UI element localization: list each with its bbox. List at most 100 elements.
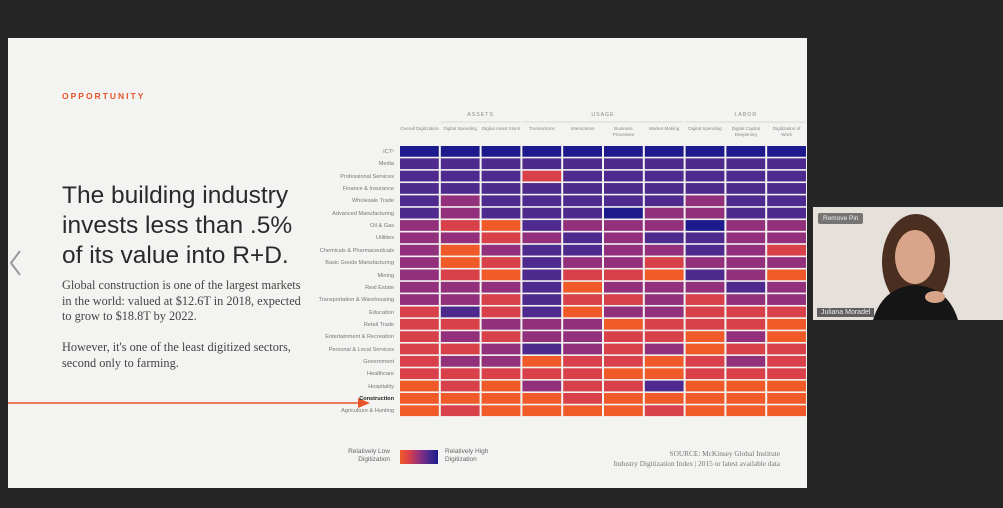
- cell: [767, 306, 806, 318]
- cell: [726, 306, 766, 318]
- cell: [522, 195, 562, 207]
- cell: [685, 220, 725, 231]
- cell: [644, 158, 684, 170]
- cell: [563, 318, 602, 330]
- cell: [604, 220, 643, 231]
- cell: [440, 146, 480, 157]
- cell: [563, 343, 602, 355]
- cell: [522, 331, 562, 342]
- row-label: Government: [363, 358, 394, 365]
- cell: [604, 380, 643, 392]
- cell: [604, 294, 643, 305]
- source-line: Industry Digitization Index | 2015 or la…: [613, 459, 780, 468]
- cell: [522, 306, 562, 318]
- cell: [563, 195, 602, 207]
- row-label: Media: [378, 161, 394, 168]
- cell: [685, 207, 725, 219]
- cell: [563, 220, 602, 231]
- cell: [440, 331, 480, 342]
- cell: [400, 146, 439, 157]
- cell: [644, 343, 684, 355]
- cell: [644, 195, 684, 207]
- cell: [481, 257, 521, 268]
- kicker: OPPORTUNITY: [62, 91, 146, 101]
- cell: [726, 244, 766, 256]
- video-tile[interactable]: Remove Pin Juliana Moradel: [813, 207, 1003, 320]
- cell: [604, 195, 643, 207]
- cell: [685, 195, 725, 207]
- cell: [481, 183, 521, 194]
- cell: [400, 355, 439, 367]
- cell: [563, 281, 602, 293]
- row-label: Real Estate: [365, 284, 394, 291]
- cell: [440, 257, 480, 268]
- cell: [563, 294, 602, 305]
- legend-low: Relatively Low Digitization: [348, 448, 390, 463]
- cell: [767, 158, 806, 170]
- cell: [563, 306, 602, 318]
- cell: [522, 257, 562, 268]
- column-headers: Overall Digitization Digital Spending Digi…: [8, 38, 807, 148]
- cell: [481, 269, 521, 281]
- cell: [440, 306, 480, 318]
- cell: [726, 281, 766, 293]
- cell: [481, 405, 521, 417]
- row-label: Finance & Insurance: [342, 186, 394, 193]
- cell: [522, 207, 562, 219]
- cell: [644, 257, 684, 268]
- cell: [563, 405, 602, 417]
- cell: [767, 405, 806, 417]
- pin-button[interactable]: Remove Pin: [818, 213, 864, 224]
- cell: [522, 269, 562, 281]
- cell: [400, 195, 439, 207]
- cell: [522, 368, 562, 380]
- cell: [440, 294, 480, 305]
- cell: [604, 183, 643, 194]
- cell: [604, 281, 643, 293]
- cell: [481, 368, 521, 380]
- legend-bar: [400, 450, 438, 464]
- row-labels: ICT¹ Media Professional Services Finance & …: [208, 38, 394, 488]
- cell: [767, 281, 806, 293]
- cell: [440, 195, 480, 207]
- cell: [563, 207, 602, 219]
- cell: [767, 232, 806, 244]
- cell: [400, 269, 439, 281]
- cell: [563, 170, 602, 182]
- row-label: Healthcare: [366, 371, 394, 378]
- cell: [563, 331, 602, 342]
- cell: [644, 355, 684, 367]
- cell: [726, 343, 766, 355]
- cell: [400, 331, 439, 342]
- cell: [522, 232, 562, 244]
- cell: [522, 405, 562, 417]
- column-label: Digital Capital Deepening: [731, 126, 760, 137]
- prev-arrow[interactable]: [6, 248, 26, 278]
- cell: [644, 294, 684, 305]
- cell: [440, 244, 480, 256]
- cell: [481, 281, 521, 293]
- cell: [604, 170, 643, 182]
- row-label: Education: [369, 309, 394, 316]
- source: SOURCE: McKinsey Global Institute Indust…: [528, 449, 780, 469]
- cell: [685, 393, 725, 404]
- cell: [563, 146, 602, 157]
- cell: [604, 343, 643, 355]
- cell: [440, 405, 480, 417]
- cell: [685, 380, 725, 392]
- cell: [726, 380, 766, 392]
- cell: [522, 183, 562, 194]
- cell: [685, 306, 725, 318]
- cell: [767, 355, 806, 367]
- cell: [563, 269, 602, 281]
- cell: [481, 393, 521, 404]
- cell: [440, 158, 480, 170]
- cell: [604, 355, 643, 367]
- cell: [440, 232, 480, 244]
- row-label: Agriculture & Hunting: [341, 408, 394, 415]
- cell: [400, 318, 439, 330]
- cell: [440, 269, 480, 281]
- cell: [767, 368, 806, 380]
- cell: [726, 207, 766, 219]
- cell: [563, 355, 602, 367]
